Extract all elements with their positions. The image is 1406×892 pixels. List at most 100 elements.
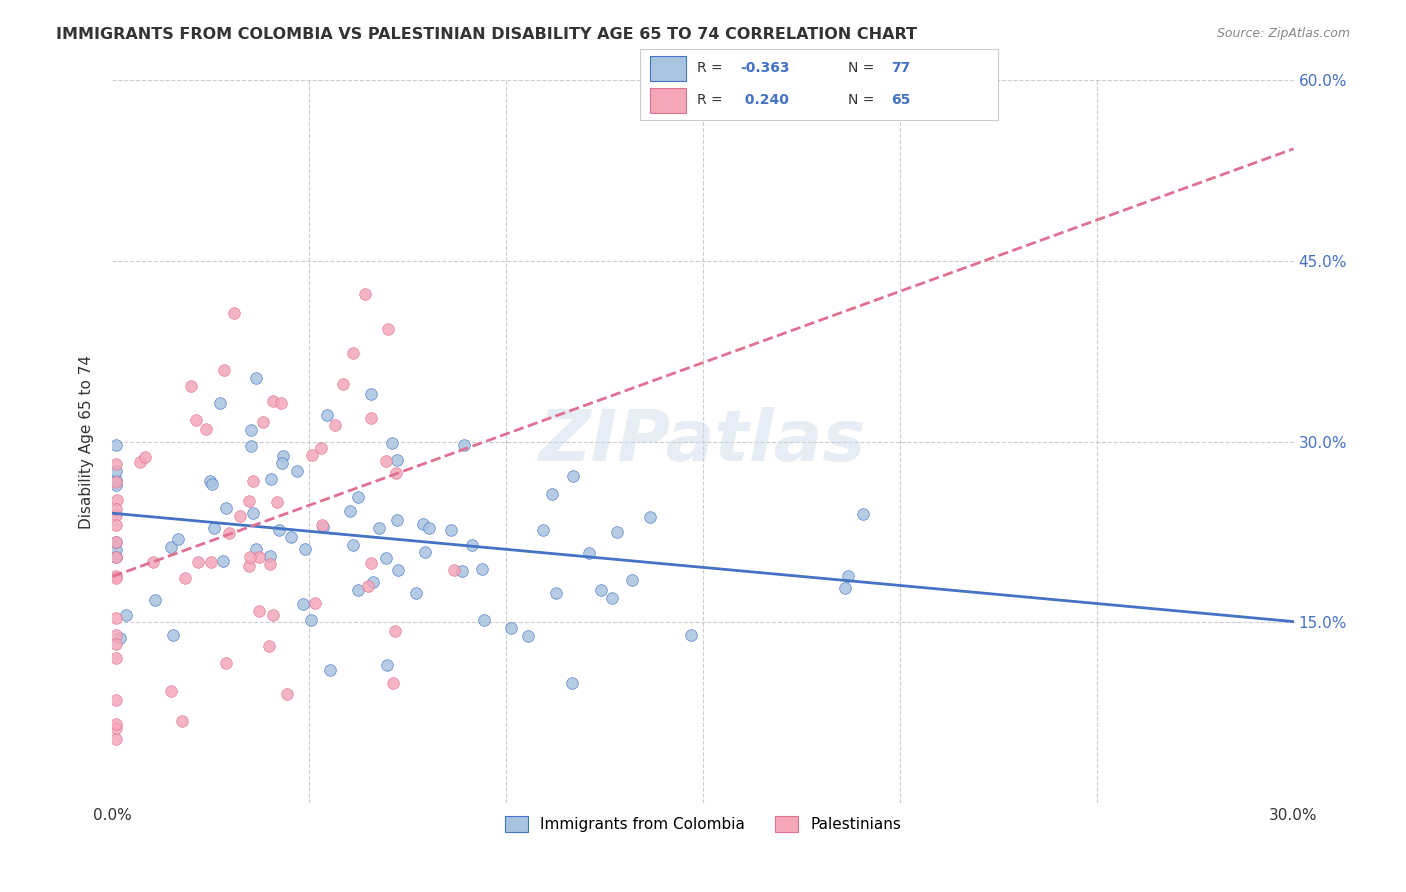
Text: ZIPatlas: ZIPatlas	[540, 407, 866, 476]
Point	[319, 663, 342, 677]
Point	[209, 396, 232, 410]
Point	[415, 545, 437, 559]
Point	[360, 410, 382, 425]
Text: R =: R =	[697, 94, 727, 107]
Point	[516, 629, 538, 643]
Point	[184, 413, 207, 427]
Point	[540, 487, 562, 501]
Point	[105, 611, 128, 625]
Point	[589, 582, 612, 597]
Point	[257, 640, 280, 654]
Point	[837, 569, 859, 583]
Point	[266, 495, 288, 509]
Point	[342, 346, 364, 360]
Point	[238, 494, 260, 508]
Point	[332, 377, 354, 392]
Text: IMMIGRANTS FROM COLOMBIA VS PALESTINIAN DISABILITY AGE 65 TO 74 CORRELATION CHAR: IMMIGRANTS FROM COLOMBIA VS PALESTINIAN …	[56, 27, 917, 42]
Point	[443, 563, 465, 577]
Point	[381, 435, 404, 450]
Point	[311, 518, 333, 533]
Point	[105, 550, 128, 565]
Point	[215, 657, 238, 671]
Point	[262, 394, 284, 409]
Point	[531, 523, 554, 537]
Point	[105, 474, 128, 488]
Legend: Immigrants from Colombia, Palestinians: Immigrants from Colombia, Palestinians	[499, 810, 907, 838]
Point	[105, 535, 128, 549]
Point	[198, 474, 221, 488]
Point	[377, 322, 399, 336]
Point	[201, 476, 224, 491]
Point	[105, 731, 128, 746]
Point	[561, 675, 583, 690]
Point	[291, 597, 314, 611]
Point	[105, 492, 128, 507]
Point	[105, 543, 128, 558]
Point	[262, 608, 284, 623]
Point	[450, 564, 472, 578]
Point	[280, 530, 302, 544]
Point	[200, 555, 222, 569]
Point	[347, 490, 370, 504]
Point	[105, 637, 128, 651]
Point	[681, 628, 703, 642]
Point	[242, 506, 264, 520]
Point	[105, 464, 128, 478]
Point	[301, 449, 323, 463]
Point	[105, 534, 128, 549]
Point	[172, 714, 194, 728]
Point	[385, 466, 408, 480]
Point	[385, 513, 408, 527]
Point	[105, 628, 128, 642]
Point	[222, 306, 245, 320]
Text: N =: N =	[848, 94, 879, 107]
Point	[375, 551, 398, 566]
Point	[304, 596, 326, 610]
Point	[180, 379, 202, 393]
Point	[259, 549, 281, 563]
Point	[418, 521, 440, 535]
Point	[105, 508, 128, 522]
Point	[128, 455, 150, 469]
Point	[312, 520, 335, 534]
Point	[294, 541, 316, 556]
Point	[105, 693, 128, 707]
Point	[412, 516, 434, 531]
Text: 77: 77	[891, 62, 910, 75]
Point	[105, 569, 128, 583]
Point	[602, 591, 624, 606]
Point	[461, 538, 484, 552]
Point	[202, 521, 225, 535]
Point	[105, 550, 128, 565]
Point	[105, 518, 128, 533]
Point	[271, 456, 294, 470]
Point	[260, 472, 283, 486]
Point	[247, 549, 270, 564]
Point	[245, 542, 267, 557]
Point	[276, 687, 298, 701]
Point	[105, 475, 128, 490]
Point	[105, 457, 128, 471]
Point	[218, 525, 240, 540]
Point	[323, 418, 346, 433]
Point	[360, 387, 382, 401]
Point	[167, 532, 190, 546]
Point	[239, 549, 262, 564]
Point	[194, 421, 217, 435]
Point	[105, 501, 128, 516]
Point	[360, 556, 382, 570]
Point	[834, 581, 856, 595]
Text: 0.240: 0.240	[740, 94, 789, 107]
Point	[247, 604, 270, 618]
Point	[640, 509, 662, 524]
Point	[285, 464, 308, 478]
Point	[239, 423, 262, 437]
Point	[105, 477, 128, 491]
FancyBboxPatch shape	[640, 49, 998, 120]
Text: 65: 65	[891, 94, 910, 107]
Point	[472, 613, 495, 627]
Point	[385, 453, 408, 467]
Y-axis label: Disability Age 65 to 74: Disability Age 65 to 74	[79, 354, 94, 529]
Point	[342, 537, 364, 551]
Point	[108, 631, 131, 645]
